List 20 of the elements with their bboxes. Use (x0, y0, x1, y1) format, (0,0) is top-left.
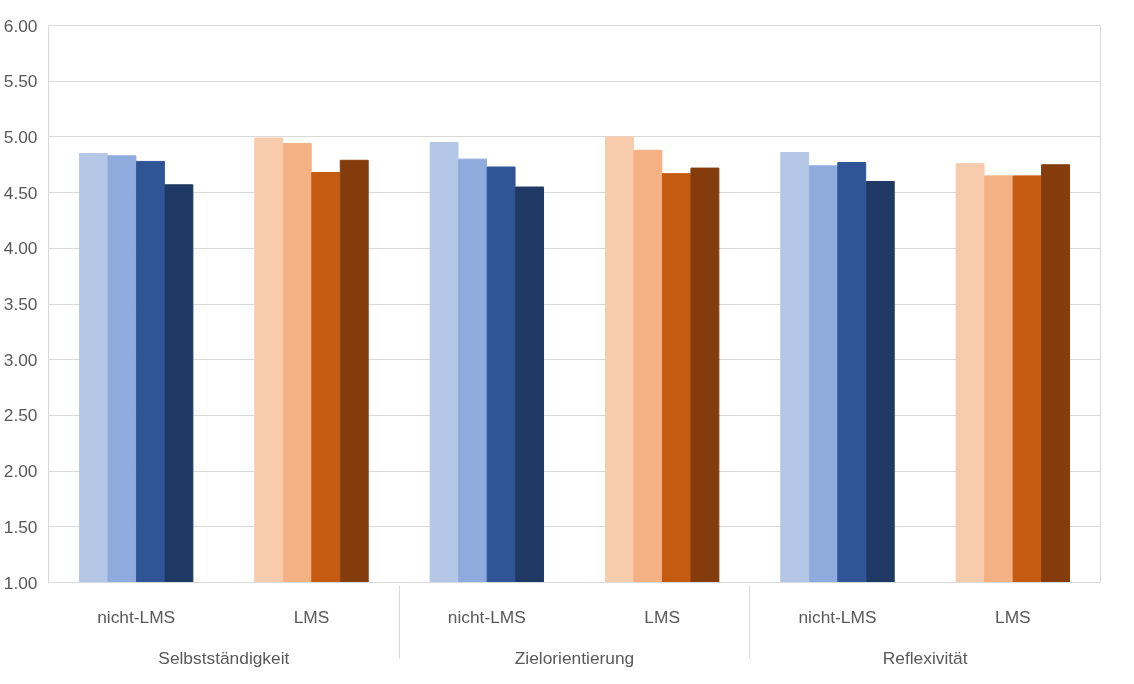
x-tick-label: nicht-LMS (97, 606, 176, 627)
y-tick-label: 2.50 (3, 405, 38, 426)
text: Zielorientierung (514, 647, 635, 668)
y-tick-label: 1.00 (3, 572, 38, 593)
y-tick-label: 2.00 (3, 461, 38, 482)
text: Selbstständigkeit (158, 647, 290, 668)
y-tick-label: 3.00 (3, 349, 38, 370)
text: Reflexivität (882, 647, 968, 668)
y-tick-label: 5.50 (3, 71, 38, 92)
y-tick-label: 5.00 (3, 126, 38, 147)
x-tick-label: LMS (644, 606, 680, 627)
x-tick-label: LMS (293, 606, 330, 627)
y-tick-label: 3.50 (3, 294, 38, 314)
y-tick-label: 4.00 (3, 238, 38, 259)
x-tick-label: nicht-LMS (447, 606, 526, 627)
x-tick-label: nicht-LMS (798, 606, 877, 627)
y-tick-label: 4.50 (3, 182, 38, 203)
x-tick-label: LMS (995, 606, 1031, 627)
y-tick-label: 6.00 (3, 15, 38, 36)
y-tick-label: 1.50 (3, 516, 38, 537)
